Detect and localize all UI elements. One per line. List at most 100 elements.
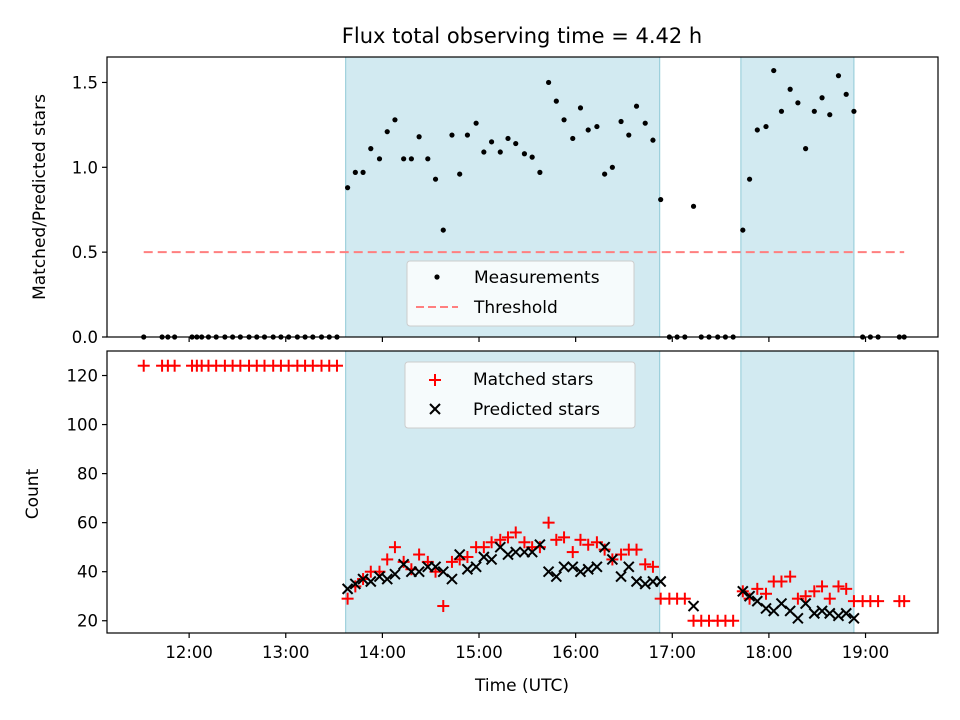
- measurement-point: [545, 79, 552, 86]
- predicted-star-point: [816, 605, 828, 617]
- measurement-point: [763, 123, 769, 130]
- matched-star-point: [630, 543, 643, 556]
- measurement-point: [457, 171, 463, 177]
- measurement-point: [352, 169, 358, 175]
- predicted-star-point: [848, 612, 860, 624]
- top-y-tick-label: 1.5: [72, 73, 98, 92]
- predicted-star-point: [461, 563, 474, 575]
- bottom-y-ticks: 20 40 60 80 100 120: [67, 367, 107, 631]
- measurement-point: [345, 185, 351, 191]
- measurement-point: [488, 139, 495, 145]
- matched-star-point: [445, 555, 458, 568]
- top-legend-label-threshold: Threshold: [473, 298, 558, 318]
- measurement-point: [360, 169, 366, 175]
- measurement-point: [416, 134, 422, 140]
- matched-star-point: [784, 570, 797, 583]
- matched-star-point: [823, 592, 836, 605]
- matched-star-point: [566, 546, 579, 559]
- matched-star-point: [341, 592, 354, 605]
- top-legend-label-measurements: Measurements: [474, 268, 600, 288]
- measurement-point: [497, 149, 503, 155]
- bottom-legend-label-predicted: Predicted stars: [473, 400, 600, 420]
- matched-star-point: [550, 533, 563, 546]
- measurement-point: [843, 91, 849, 97]
- predicted-star-point: [598, 541, 611, 553]
- bottom-y-tick-label: 120: [67, 367, 99, 386]
- matched-star-point: [775, 575, 788, 588]
- measurement-point: [553, 98, 559, 104]
- bottom-y-tick-label: 20: [77, 612, 98, 631]
- matched-star-point: [397, 555, 410, 568]
- matched-star-point: [582, 538, 595, 551]
- x-tick-label: 16:00: [552, 643, 600, 662]
- bottom-y-tick-label: 60: [77, 514, 98, 533]
- matched-star-point: [381, 553, 394, 566]
- measurement-point: [384, 129, 390, 135]
- predicted-star-point: [381, 573, 393, 585]
- bottom-legend-x-icon: [429, 403, 441, 415]
- measurement-point: [376, 156, 383, 162]
- bottom-legend-label-matched: Matched stars: [473, 370, 593, 390]
- measurement-point: [473, 120, 479, 126]
- predicted-star-point: [470, 561, 482, 573]
- top-y-ticks: 0.0 0.5 1.0 1.5: [72, 73, 107, 347]
- predicted-star-point: [365, 575, 377, 588]
- measurement-point: [602, 171, 608, 177]
- predicted-star-point: [567, 561, 579, 573]
- predicted-stars-series: [341, 539, 860, 624]
- measurement-point: [537, 169, 543, 175]
- predicted-star-point: [550, 570, 563, 583]
- matched-star-point: [542, 516, 555, 529]
- bottom-y-tick-label: 80: [77, 465, 98, 484]
- count-panel: 20 40 60 80 100 120 12:00 13:00 14:00 15:00 16:00…: [23, 350, 939, 696]
- matched-star-point: [808, 585, 821, 598]
- predicted-star-point: [687, 600, 700, 612]
- measurement-point: [505, 135, 511, 142]
- measurement-point: [521, 151, 528, 157]
- matched-star-point: [509, 526, 522, 539]
- measurement-point: [835, 73, 842, 79]
- predicted-star-point: [832, 610, 845, 622]
- predicted-star-point: [341, 583, 354, 595]
- measurement-point: [633, 103, 640, 109]
- matched-star-point: [678, 592, 691, 605]
- top-y-tick-label: 1.0: [72, 158, 98, 177]
- top-legend-box: [406, 260, 635, 327]
- bottom-y-tick-label: 100: [67, 416, 99, 435]
- bottom-y-label: Count: [23, 468, 43, 519]
- matched-star-point: [137, 359, 150, 372]
- matched-star-point: [872, 595, 885, 608]
- predicted-star-point: [582, 563, 594, 575]
- predicted-star-point: [737, 585, 749, 598]
- measurement-point: [778, 108, 785, 114]
- matched-star-point: [558, 531, 571, 544]
- matched-star-point: [751, 582, 764, 595]
- top-y-tick-label: 0.0: [72, 328, 98, 347]
- matched-star-point: [799, 590, 812, 603]
- matched-star-point: [727, 614, 740, 627]
- predicted-star-point: [630, 575, 643, 588]
- measurement-point: [594, 123, 600, 130]
- predicted-star-point: [357, 573, 369, 585]
- predicted-star-point: [615, 570, 627, 583]
- predicted-star-point: [824, 607, 836, 620]
- matched-star-point: [574, 533, 587, 546]
- top-axes-frame: [106, 56, 939, 338]
- matched-star-point: [646, 560, 659, 573]
- top-legend-dot-icon: [434, 274, 440, 280]
- measurement-point: [642, 120, 648, 126]
- measurement-point: [754, 127, 760, 133]
- measurement-point: [585, 127, 591, 133]
- measurement-point: [449, 132, 455, 138]
- measurement-point: [803, 146, 809, 152]
- predicted-star-point: [453, 548, 466, 561]
- matched-star-point: [330, 359, 343, 372]
- measurement-point: [740, 227, 746, 233]
- predicted-star-point: [799, 597, 812, 610]
- matched-star-point: [639, 558, 652, 571]
- predicted-star-point: [485, 553, 498, 566]
- top-y-label: Matched/Predicted stars: [30, 94, 50, 300]
- matched-star-point: [898, 595, 911, 608]
- predicted-star-point: [534, 539, 546, 551]
